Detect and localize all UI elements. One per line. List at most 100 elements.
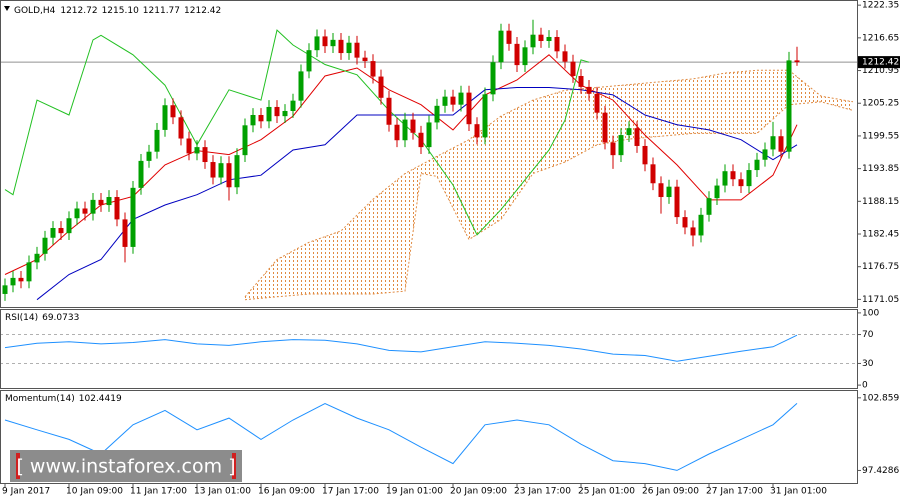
cloud-segment (341, 199, 373, 294)
candle-body (50, 227, 56, 238)
x-tick-label: 26 Jan 09:00 (642, 487, 699, 497)
candle-body (354, 42, 360, 58)
y-tick-label: 1193.85 (862, 164, 899, 174)
rsi-title: RSI(14) (5, 313, 38, 323)
indicator-line (4, 29, 590, 236)
cloud-segment (789, 70, 821, 105)
candle-body (642, 145, 648, 165)
candle-body (746, 170, 752, 187)
candle-body (722, 171, 728, 186)
candle-body (226, 163, 232, 188)
candle-body (410, 119, 416, 133)
momentum-value: 102.4419 (79, 394, 122, 404)
indicator-line (4, 403, 798, 471)
ohlc-high: 1215.10 (102, 6, 139, 16)
candle-body (210, 162, 216, 178)
y-tick-label: 1199.55 (862, 131, 899, 141)
y-tick-label: 70 (862, 330, 874, 340)
y-tick-label: 102.8597 (862, 393, 900, 403)
candle-body (130, 187, 136, 247)
y-tick-label: 1176.75 (862, 262, 899, 272)
candle-body (562, 51, 568, 62)
candle-body (522, 47, 528, 66)
ohlc-low: 1211.77 (143, 6, 180, 16)
candle-body (114, 197, 120, 220)
candle-body (466, 92, 472, 125)
candle-body (506, 30, 512, 44)
candle-body (202, 147, 208, 163)
main-header: GOLD,H4 1212.72 1215.10 1211.77 1212.42 (14, 6, 221, 16)
candle-body (178, 117, 184, 139)
candle-body (762, 149, 768, 160)
watermark-bracket (16, 453, 20, 479)
candle-body (146, 151, 152, 161)
y-tick-label: 1182.45 (862, 230, 899, 240)
main-panel-frame (0, 0, 858, 308)
candle-body (426, 122, 432, 148)
candle-body (266, 106, 272, 122)
candle-body (618, 135, 624, 156)
x-tick-label: 11 Jan 17:00 (130, 487, 187, 497)
candle-body (234, 155, 240, 188)
x-tick-label: 17 Jan 17:00 (322, 487, 379, 497)
candle-body (258, 114, 264, 122)
candle-body (594, 93, 600, 113)
candle-body (786, 60, 792, 152)
candle-body (58, 227, 64, 234)
candle-body (82, 208, 88, 214)
x-tick-label: 23 Jan 17:00 (514, 487, 571, 497)
candle-body (10, 277, 16, 286)
candle-body (626, 128, 632, 136)
cloud-span-b (244, 101, 854, 301)
candle-body (658, 183, 664, 198)
rsi-header: RSI(14) 69.0733 (5, 313, 79, 323)
indicator-line (36, 87, 798, 301)
candle-body (338, 39, 344, 54)
last-price-box (858, 56, 900, 69)
cloud-span-a (244, 69, 854, 298)
cloud-segment (373, 173, 405, 294)
symbol-icon (4, 6, 10, 11)
candle-body (418, 132, 424, 148)
watermark: [ www.instaforex.com ] (16, 456, 235, 478)
momentum-title: Momentum(14) (5, 394, 75, 404)
candle-body (306, 50, 312, 72)
candle-body (554, 36, 560, 52)
candle-body (546, 36, 552, 42)
cloud-segment (469, 116, 501, 240)
candle-body (682, 217, 688, 228)
cloud-segment (309, 230, 341, 294)
candle-body (514, 43, 520, 66)
candle-body (162, 105, 168, 130)
rsi-value: 69.0733 (42, 313, 79, 323)
candle-body (170, 105, 176, 118)
y-tick-label: 30 (862, 359, 874, 369)
cloud-segment (821, 96, 853, 111)
x-tick-label: 25 Jan 01:00 (578, 487, 635, 497)
plot-layer (0, 19, 857, 471)
x-tick-label: 10 Jan 09:00 (66, 487, 123, 497)
cloud-segment (693, 73, 725, 134)
candle-body (314, 36, 320, 51)
candle-body (42, 237, 48, 254)
y-tick-label: 1216.65 (862, 33, 899, 43)
candle-body (370, 61, 376, 77)
candle-body (490, 62, 496, 95)
candle-body (242, 125, 248, 156)
x-tick-label: 31 Jan 01:00 (770, 487, 827, 497)
candle-body (66, 218, 72, 234)
watermark-bracket (232, 453, 236, 479)
indicator-line (4, 334, 798, 362)
ohlc-close: 1212.42 (184, 6, 221, 16)
candle-body (586, 86, 592, 94)
candle-body (194, 147, 200, 154)
cloud-segment (437, 139, 469, 240)
y-tick-label: 1210.95 (862, 66, 899, 76)
candle-body (298, 71, 304, 101)
candle-body (2, 285, 8, 294)
rsi-panel-frame (0, 309, 858, 389)
indicator-line (4, 54, 798, 275)
candle-body (570, 61, 576, 76)
cloud-segment (533, 90, 565, 174)
